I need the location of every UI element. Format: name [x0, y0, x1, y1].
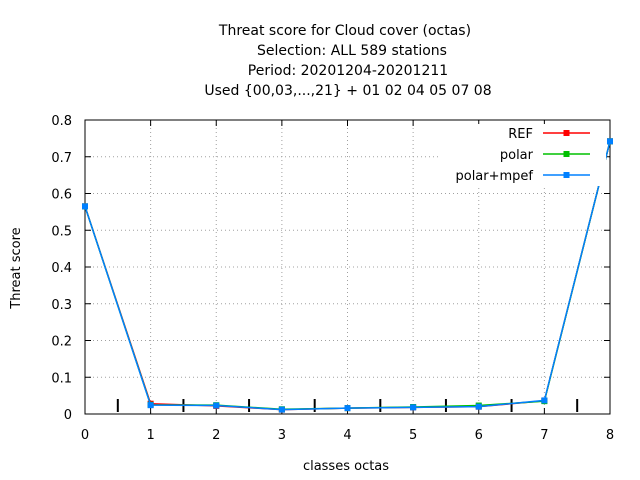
y-tick-label: 0.4: [51, 261, 72, 276]
data-point-polar+mpef: [147, 402, 154, 409]
y-tick-label: 0.2: [51, 335, 72, 350]
y-tick-label: 0.1: [51, 371, 72, 386]
y-tick-label: 0.6: [51, 188, 72, 203]
data-point-polar+mpef: [213, 402, 220, 409]
x-tick-label: 2: [212, 428, 220, 443]
x-tick-label: 0: [81, 428, 89, 443]
x-tick-label: 8: [606, 428, 614, 443]
data-point-polar+mpef: [541, 397, 548, 404]
x-tick-label: 3: [278, 428, 286, 443]
class-boundary-marks: [116, 399, 579, 412]
y-tick-label: 0: [64, 408, 72, 423]
legend: REF polar polar+mpef: [440, 124, 606, 186]
data-point-polar+mpef: [344, 405, 351, 412]
y-tick-label: 0.5: [51, 224, 72, 239]
legend-label-polar: polar: [500, 148, 534, 163]
y-tick-label: 0.3: [51, 298, 72, 313]
y-axis-ticks: 0 0.1 0.2 0.3 0.4 0.5 0.6 0.7 0.8: [51, 114, 610, 423]
data-point-polar+mpef: [607, 138, 613, 145]
title-line-1: Threat score for Cloud cover (octas): [218, 23, 471, 39]
title-line-4: Used {00,03,...,21} + 01 02 04 05 07 08: [204, 83, 491, 99]
y-tick-label: 0.7: [51, 151, 72, 166]
title-line-3: Period: 20201204-20201211: [248, 63, 448, 79]
legend-label-REF: REF: [508, 127, 533, 142]
legend-marker-polar+mpef: [563, 172, 570, 178]
x-axis-ticks: 0 1 2 3 4 5 6 7 8: [81, 120, 614, 443]
x-tick-label: 7: [540, 428, 548, 443]
x-tick-label: 4: [343, 428, 351, 443]
x-tick-label: 1: [146, 428, 154, 443]
x-axis-label: classes octas: [303, 459, 389, 474]
legend-label-polar+mpef: polar+mpef: [455, 169, 533, 184]
data-point-polar+mpef: [82, 203, 88, 210]
legend-marker-REF: [563, 130, 570, 136]
data-point-polar+mpef: [475, 403, 482, 410]
x-tick-label: 5: [409, 428, 417, 443]
chart-title: Threat score for Cloud cover (octas) Sel…: [204, 23, 491, 99]
legend-marker-polar: [563, 151, 570, 157]
data-point-polar+mpef: [278, 406, 285, 413]
data-point-polar+mpef: [410, 404, 417, 411]
x-tick-label: 6: [475, 428, 483, 443]
y-tick-label: 0.8: [51, 114, 72, 129]
series-group: [82, 138, 613, 413]
title-line-2: Selection: ALL 589 stations: [257, 43, 447, 59]
y-axis-label: Threat score: [9, 227, 24, 309]
